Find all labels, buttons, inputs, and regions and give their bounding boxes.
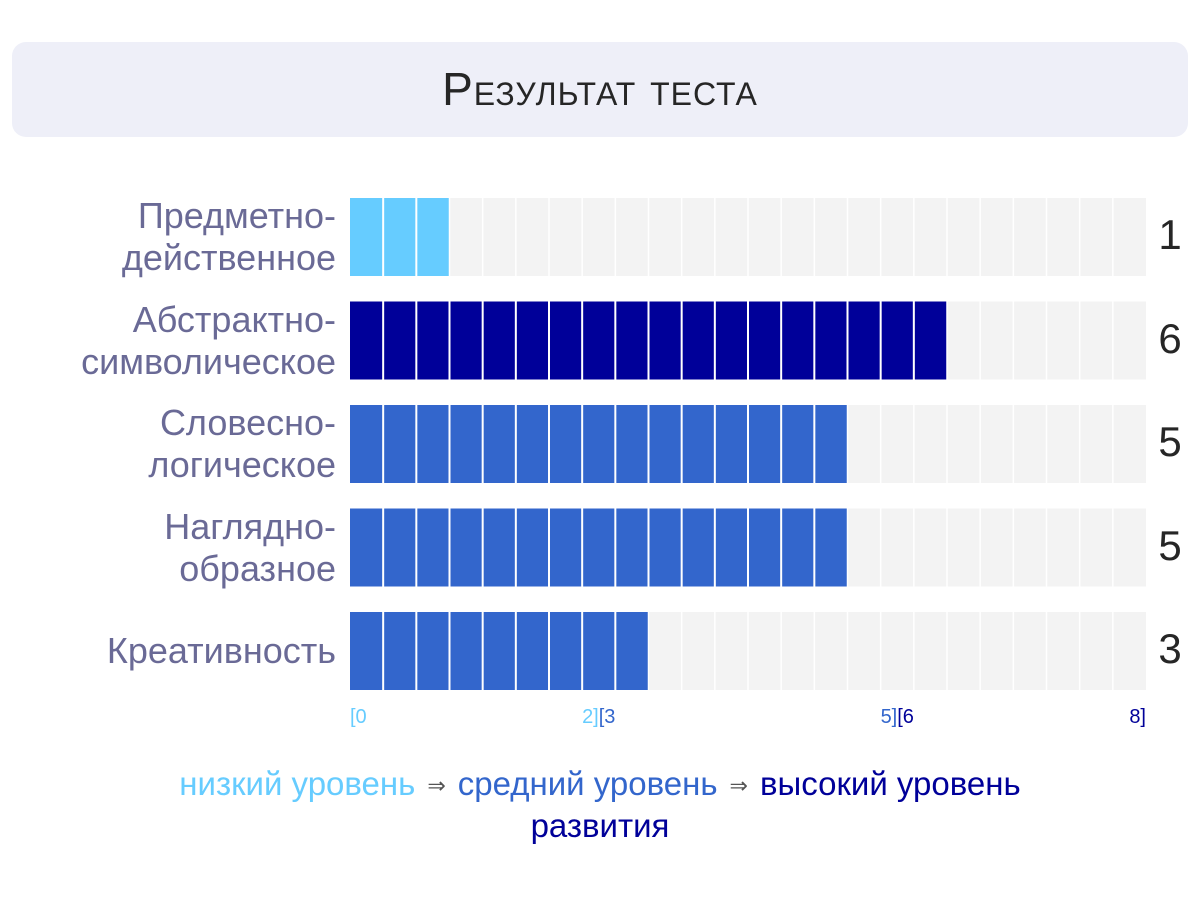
category-label-line: Словесно- (159, 402, 336, 443)
bar-row (350, 405, 1146, 483)
legend-high: высокий уровень (759, 765, 1021, 802)
category-label-line: Креативность (106, 630, 336, 671)
value-label: 5 (1158, 521, 1182, 569)
legend-low: низкий уровень (179, 765, 416, 802)
bar-row (350, 508, 1146, 587)
category-labels: Предметно-действенное Абстрактно-символич… (0, 0, 336, 901)
category-label: Креативность (0, 630, 336, 672)
category-label: Словесно-логическое (0, 402, 336, 486)
legend-medium: средний уровень (457, 765, 718, 802)
category-label-line: Предметно- (137, 195, 336, 236)
bar-row (350, 612, 1146, 690)
score-column: 1 6 5 5 3 (1146, 0, 1200, 901)
tick-label: 2] (582, 706, 599, 728)
tick-label: [6 (897, 706, 914, 728)
tick-label: [3 (598, 706, 616, 728)
legend-arrow-1: ⇒ (427, 773, 446, 799)
category-label: Наглядно-образное (0, 506, 336, 590)
value-label: 1 (1158, 211, 1182, 258)
page-title: Результат теста (442, 63, 758, 115)
category-label-line: логическое (148, 444, 336, 485)
category-label-line: символическое (81, 340, 336, 382)
category-label: Предметно-действенное (0, 195, 336, 279)
bar-row (350, 198, 1146, 276)
title-banner: Результат теста (12, 42, 1188, 137)
bar-row (350, 301, 1146, 380)
axis-ticks: [0 2] [3 5] [6 8] (0, 706, 1200, 734)
category-label-line: образное (179, 547, 336, 589)
bar (350, 198, 450, 276)
category-label-line: Абстрактно- (132, 298, 336, 340)
value-label: 5 (1158, 418, 1182, 465)
category-label: Абстрактно-символическое (0, 299, 336, 383)
value-label: 3 (1158, 625, 1182, 672)
category-label-line: Наглядно- (164, 505, 336, 547)
legend-suffix: развития (530, 807, 670, 845)
legend-arrow-2: ⇒ (729, 773, 748, 799)
bar (350, 508, 848, 587)
tick-label: 8] (1129, 706, 1146, 728)
bar (350, 612, 649, 690)
category-label-line: действенное (121, 237, 336, 278)
bar (350, 405, 848, 483)
value-label: 6 (1158, 314, 1182, 362)
legend: низкий уровень ⇒ средний уровень ⇒ высокий у… (0, 764, 1200, 846)
tick-label: 5] (880, 706, 898, 728)
tick-label: [0 (350, 706, 367, 728)
